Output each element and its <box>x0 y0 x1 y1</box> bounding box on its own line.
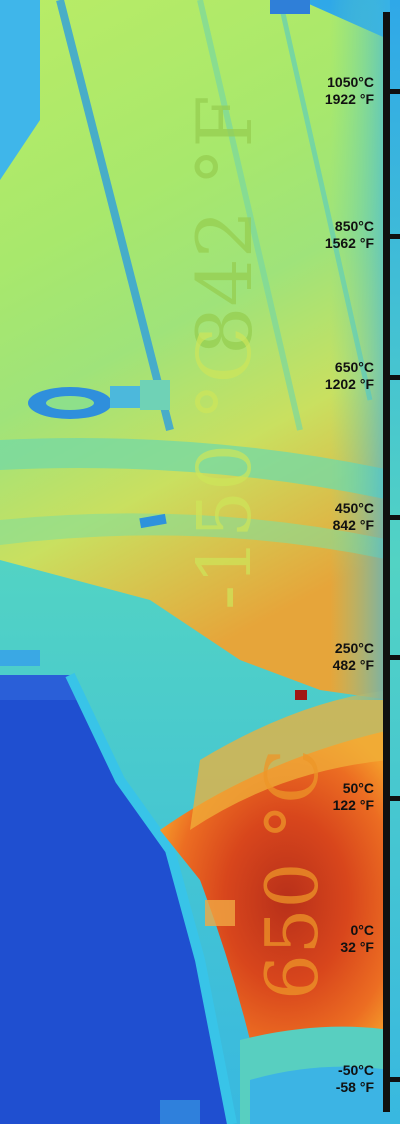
structure-line <box>197 0 303 431</box>
scale-tick-label: 1050°C 1922 °F <box>325 74 374 108</box>
scale-tick <box>383 234 400 239</box>
tick-celsius: -50°C <box>338 1062 374 1078</box>
scale-tick-label: -50°C -58 °F <box>336 1062 374 1096</box>
tick-fahrenheit: -58 °F <box>335 1079 374 1095</box>
tick-celsius: 850°C <box>334 218 374 234</box>
scale-tick-label: 250°C 482 °F <box>333 640 374 674</box>
hot-spot <box>295 690 307 700</box>
tick-fahrenheit: 482 °F <box>332 657 374 673</box>
scale-tick <box>383 796 400 801</box>
tick-celsius: 650°C <box>334 359 374 375</box>
tick-fahrenheit: 842 °F <box>332 517 374 533</box>
cold-object <box>0 675 230 1124</box>
scale-tick <box>383 1077 400 1082</box>
handle-base <box>110 386 140 408</box>
tick-fahrenheit: 1202 °F <box>324 376 374 392</box>
tick-fahrenheit: 1922 °F <box>324 91 374 107</box>
tick-celsius: 0°C <box>350 922 375 938</box>
cold-object-outline <box>65 672 237 1124</box>
structure-line <box>56 0 174 431</box>
top-strip <box>270 0 310 14</box>
tick-celsius: 250°C <box>334 640 374 656</box>
scale-tick <box>383 89 400 94</box>
cool-band <box>0 513 390 560</box>
scale-tick-label: 0°C 32 °F <box>340 922 374 956</box>
tick-fahrenheit: 122 °F <box>332 797 374 813</box>
scale-tick-label: 50°C 122 °F <box>333 780 374 814</box>
handle-hole <box>46 396 94 410</box>
cool-region-bottom <box>250 1066 390 1124</box>
tick-fahrenheit: 32 °F <box>340 939 374 955</box>
warm-region <box>190 690 390 830</box>
tick-celsius: 50°C <box>342 780 374 796</box>
cold-object-edge <box>0 675 80 700</box>
handle-base <box>140 380 170 410</box>
scale-tick-label: 650°C 1202 °F <box>325 359 374 393</box>
cool-spot <box>0 650 40 666</box>
scale-tick <box>383 655 400 660</box>
cool-spot <box>139 513 167 529</box>
cool-band <box>0 438 390 500</box>
warm-spot <box>205 900 235 926</box>
scale-tick <box>383 515 400 520</box>
tick-celsius: 450°C <box>334 500 374 516</box>
tick-celsius: 1050°C <box>327 74 374 90</box>
scale-tick <box>383 375 400 380</box>
cool-edge <box>330 0 390 700</box>
bottom-piece <box>160 1100 200 1124</box>
scale-tick-label: 850°C 1562 °F <box>325 218 374 252</box>
temperature-scale-bar <box>383 12 390 1112</box>
tick-fahrenheit: 1562 °F <box>324 235 374 251</box>
scale-tick-label: 450°C 842 °F <box>333 500 374 534</box>
